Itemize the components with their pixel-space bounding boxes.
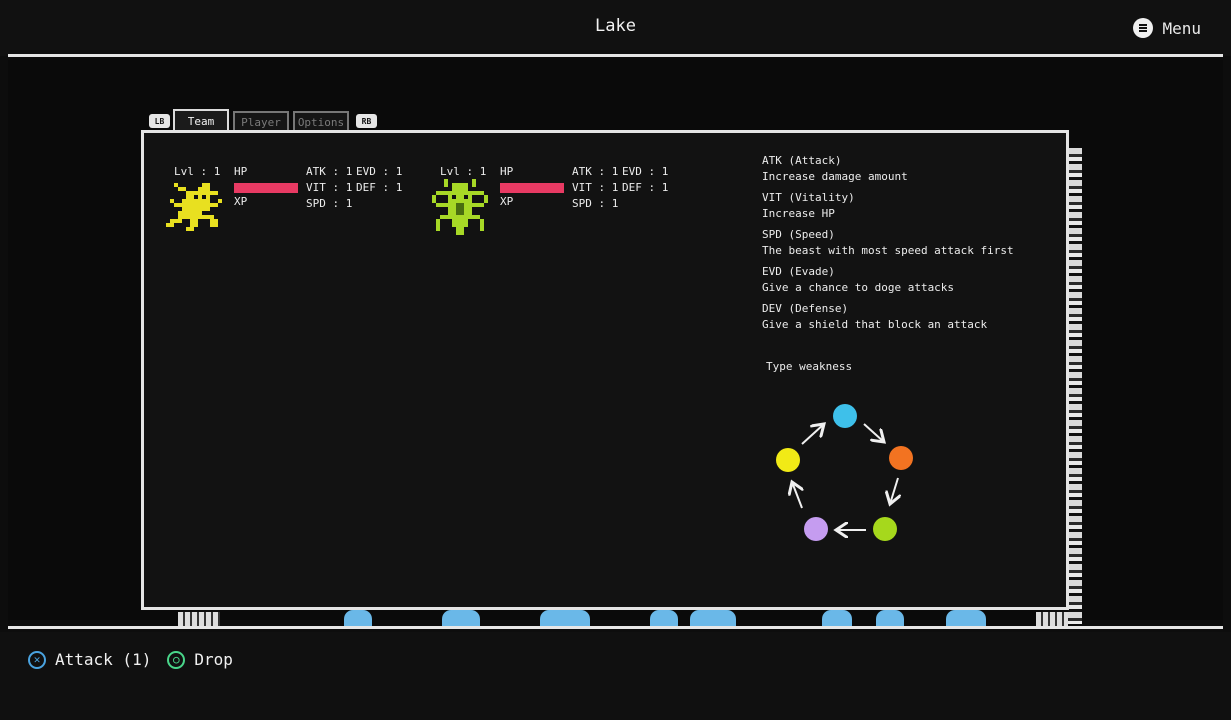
stat-info-name: DEV (Defense) (762, 302, 849, 315)
stat-info-item: EVD (Evade) Give a chance to doge attack… (762, 264, 1014, 296)
stat-info-desc: Increase HP (762, 207, 835, 220)
stat-info-name: EVD (Evade) (762, 265, 835, 278)
vit-stat: VIT : 1 (572, 181, 619, 194)
bug-creature-icon (432, 179, 488, 235)
slime-creature (876, 610, 904, 628)
slime-creature (650, 610, 678, 628)
menu-label: Menu (1162, 18, 1201, 38)
slime-creature (690, 610, 736, 628)
stat-info-desc: The beast with most speed attack first (762, 244, 1014, 257)
brick-tile (1036, 612, 1068, 626)
stat-info-list: ATK (Attack) Increase damage amount VIT … (762, 153, 1014, 338)
tab-options[interactable]: Options (293, 111, 349, 131)
slime-creature (946, 610, 986, 628)
brick-tile (178, 612, 220, 626)
level-label: Lvl : 1 (174, 165, 221, 178)
stat-info-item: DEV (Defense) Give a shield that block a… (762, 301, 1014, 333)
spd-stat: SPD : 1 (306, 197, 353, 210)
top-bar: Lake Menu (0, 0, 1231, 56)
stat-info-name: ATK (Attack) (762, 154, 842, 167)
weakness-arrow (890, 477, 898, 504)
top-divider (8, 54, 1223, 57)
stat-info-name: SPD (Speed) (762, 228, 835, 241)
bottom-divider (8, 626, 1223, 629)
stat-info-item: ATK (Attack) Increase damage amount (762, 153, 1014, 185)
hp-bar (234, 183, 298, 193)
atk-stat: ATK : 1 (572, 165, 619, 178)
stat-info-item: VIT (Vitality) Increase HP (762, 190, 1014, 222)
drop-label: Drop (194, 650, 233, 669)
weakness-arrow (792, 482, 802, 509)
vit-stat: VIT : 1 (306, 181, 353, 194)
weakness-arrow (801, 424, 824, 445)
cross-button-icon: ✕ (28, 650, 46, 669)
hp-label: HP (234, 165, 248, 178)
stat-info-name: VIT (Vitality) (762, 191, 855, 204)
hp-bar (500, 183, 564, 193)
fire-type-node (889, 446, 913, 470)
electric-type-node (776, 448, 800, 472)
grass-type-node (873, 517, 897, 541)
menu-icon (1133, 18, 1154, 38)
stat-info-desc: Increase damage amount (762, 170, 908, 183)
bottom-bar (0, 632, 1231, 720)
spider-creature-icon (166, 183, 222, 231)
def-stat: DEF : 1 (356, 181, 403, 194)
hp-label: HP (500, 165, 514, 178)
slime-creature (344, 610, 372, 628)
rb-bumper-icon[interactable]: RB (356, 114, 377, 128)
stat-info-desc: Give a shield that block an attack (762, 318, 988, 331)
type-weakness-label: Type weakness (766, 360, 853, 373)
team-panel: Lvl : 1 HP XP ATK : 1 VIT : 1 SPD : 1 EV… (141, 130, 1069, 610)
stat-info-item: SPD (Speed) The beast with most speed at… (762, 227, 1014, 259)
xp-label: XP (234, 195, 248, 208)
tab-player[interactable]: Player (233, 111, 289, 131)
xp-label: XP (500, 195, 514, 208)
slime-creature (822, 610, 852, 628)
drop-prompt[interactable]: ○ Drop (167, 650, 233, 669)
attack-prompt[interactable]: ✕ Attack (1) (28, 650, 151, 669)
level-label: Lvl : 1 (440, 165, 487, 178)
menu-button[interactable]: Menu (1133, 18, 1201, 38)
water-type-node (833, 404, 857, 428)
circle-button-icon: ○ (167, 650, 186, 669)
button-prompts: ✕ Attack (1) ○ Drop (28, 650, 249, 669)
attack-label: Attack (1) (55, 650, 152, 669)
psychic-type-node (804, 517, 828, 541)
slime-creature (442, 610, 480, 628)
slime-creature (540, 610, 590, 628)
tab-strip: LB Team Player Options RB (146, 109, 380, 131)
stat-info-desc: Give a chance to doge attacks (762, 281, 955, 294)
def-stat: DEF : 1 (622, 181, 669, 194)
stone-pillar (1068, 148, 1082, 624)
atk-stat: ATK : 1 (306, 165, 353, 178)
type-weakness-diagram (776, 404, 913, 541)
evd-stat: EVD : 1 (622, 165, 669, 178)
lb-bumper-icon[interactable]: LB (149, 114, 170, 128)
tab-team[interactable]: Team (173, 109, 229, 131)
weakness-arrow (863, 423, 884, 442)
location-title: Lake (595, 16, 636, 36)
evd-stat: EVD : 1 (356, 165, 403, 178)
spd-stat: SPD : 1 (572, 197, 619, 210)
